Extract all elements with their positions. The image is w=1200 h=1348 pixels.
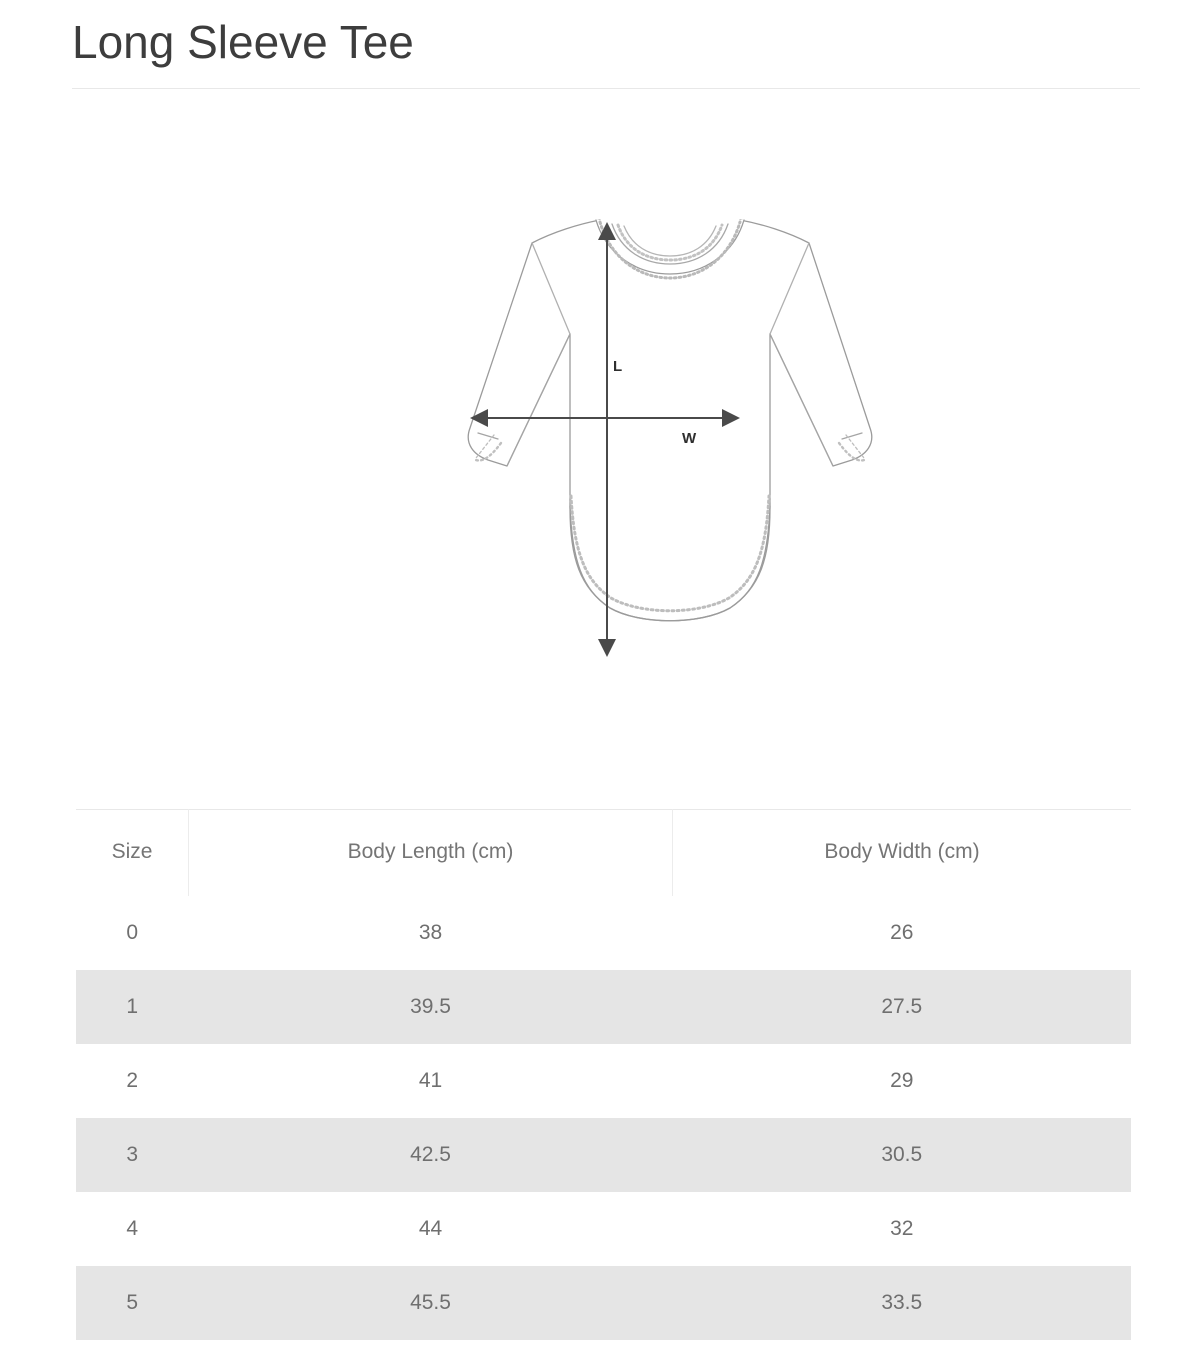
table-row: 3 42.5 30.5 [76,1118,1131,1192]
size-chart-body: 0 38 26 1 39.5 27.5 2 41 29 3 42.5 3 [76,896,1131,1340]
table-row: 0 38 26 [76,896,1131,970]
column-header-size: Size [76,809,189,896]
size-chart-head: Size Body Length (cm) Body Width (cm) [76,809,1131,896]
hem-edge [569,505,771,622]
size-chart-table: Size Body Length (cm) Body Width (cm) 0 … [76,809,1131,1340]
cell-body-length: 44 [418,1217,443,1240]
left-sleeve-seam [506,333,571,467]
column-header-body-width: Body Width (cm) [672,809,1131,896]
title-divider [72,87,1140,89]
cell-size: 1 [76,970,189,1044]
hem-stitching [569,494,771,613]
garment-diagram: L W [300,128,920,688]
cell-body-width: 26 [890,921,914,944]
width-label: W [682,430,697,447]
table-row: 5 45.5 33.5 [76,1266,1131,1340]
cell-size: 3 [76,1118,189,1192]
cell-body-length: 39.5 [188,970,673,1044]
left-cuff-seam [475,434,495,459]
cell-body-length: 41 [418,1069,443,1092]
left-cuff-stitching [474,441,503,462]
measurement-arrows [470,222,740,657]
right-cuff-seam [845,434,865,459]
cell-body-length: 42.5 [188,1118,673,1192]
neck-rib-stitching-inner [616,223,724,262]
column-header-body-length: Body Length (cm) [188,809,673,896]
cell-size: 2 [126,1069,139,1092]
cell-body-width: 29 [890,1069,914,1092]
cell-body-width: 32 [890,1217,914,1240]
table-row: 2 41 29 [76,1044,1131,1118]
length-label: L [613,358,622,375]
neck-opening [623,225,717,257]
table-header-row: Size Body Length (cm) Body Width (cm) [76,809,1131,896]
tee-outline-group [467,219,873,622]
left-shoulder-line [531,242,571,335]
cell-body-width: 27.5 [672,970,1131,1044]
title-block: Long Sleeve Tee [72,14,1140,89]
table-row: 1 39.5 27.5 [76,970,1131,1044]
cell-body-length: 38 [418,921,443,944]
right-cuff-edge [841,432,863,440]
cell-body-width: 33.5 [672,1266,1131,1340]
right-sleeve-seam [769,333,834,467]
cell-size: 4 [126,1217,139,1240]
right-shoulder-line [769,242,810,335]
page-title: Long Sleeve Tee [72,16,414,68]
cell-size: 0 [126,921,139,944]
left-cuff-edge [477,432,499,440]
size-table-container: Size Body Length (cm) Body Width (cm) 0 … [76,809,1131,1340]
cell-body-width: 30.5 [672,1118,1131,1192]
table-row: 4 44 32 [76,1192,1131,1266]
cell-size: 5 [76,1266,189,1340]
right-cuff-stitching [837,441,866,462]
cell-body-length: 45.5 [188,1266,673,1340]
